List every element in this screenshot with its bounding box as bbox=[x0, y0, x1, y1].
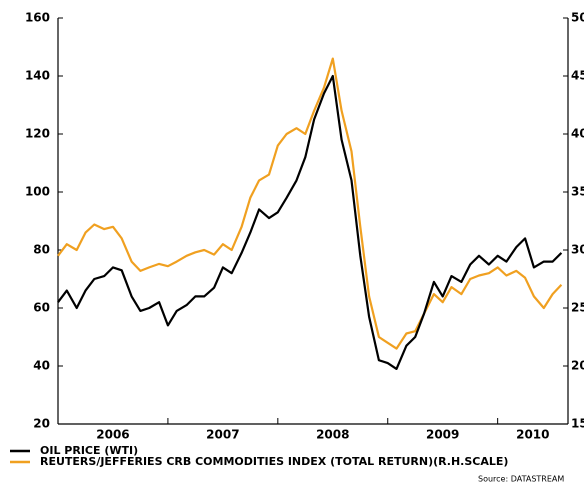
y-tick-label: 160 bbox=[25, 11, 50, 25]
y2-tick-label: 350 bbox=[571, 185, 584, 199]
x-tick-label: 2008 bbox=[316, 428, 349, 442]
source: Source: DATASTREAM bbox=[478, 475, 564, 484]
y-tick-label: 40 bbox=[33, 359, 50, 373]
y-tick-label: 80 bbox=[33, 243, 50, 257]
y-tick-label: 20 bbox=[33, 417, 50, 431]
x-tick-label: 2006 bbox=[96, 428, 129, 442]
y2-tick-label: 200 bbox=[571, 359, 584, 373]
series-line bbox=[57, 57, 563, 350]
y2-tick-label: 450 bbox=[571, 69, 584, 83]
y-tick-label: 140 bbox=[25, 69, 50, 83]
legend-label: OIL PRICE (WTI) bbox=[40, 444, 138, 457]
x-tick-label: 2007 bbox=[206, 428, 239, 442]
y-tick-label: 100 bbox=[25, 185, 50, 199]
y2-tick-label: 150 bbox=[571, 417, 584, 431]
y-tick-label: 60 bbox=[33, 301, 50, 315]
y2-tick-label: 250 bbox=[571, 301, 584, 315]
y-tick-label: 120 bbox=[25, 127, 50, 141]
y2-tick-label: 300 bbox=[571, 243, 584, 257]
y2-tick-label: 400 bbox=[571, 127, 584, 141]
series-line bbox=[57, 74, 563, 370]
y2-tick-label: 500 bbox=[571, 11, 584, 25]
x-tick-label: 2009 bbox=[426, 428, 459, 442]
legend-label: REUTERS/JEFFERIES CRB COMMODITIES INDEX … bbox=[40, 455, 508, 468]
x-tick-label: 2010 bbox=[516, 428, 549, 442]
